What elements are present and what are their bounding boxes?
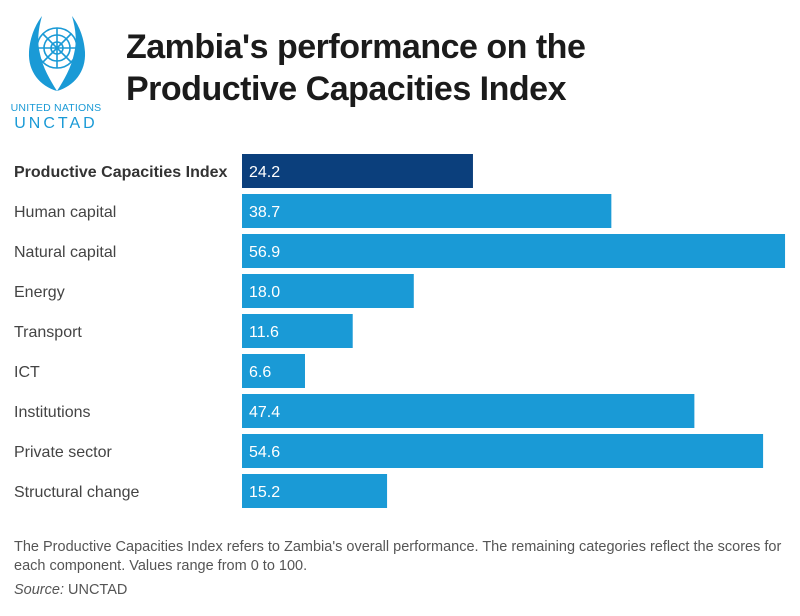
source-label: Source: bbox=[14, 582, 64, 598]
value-label: 38.7 bbox=[249, 204, 280, 221]
source-line: Source: UNCTAD bbox=[14, 582, 127, 598]
value-label: 6.6 bbox=[249, 364, 271, 381]
value-label: 54.6 bbox=[249, 444, 280, 461]
footnote: The Productive Capacities Index refers t… bbox=[14, 539, 782, 574]
category-label: Energy bbox=[14, 284, 65, 301]
value-label: 11.6 bbox=[249, 324, 279, 341]
bar bbox=[242, 394, 695, 428]
category-label: Institutions bbox=[14, 404, 90, 421]
bar bbox=[242, 194, 612, 228]
category-label: ICT bbox=[14, 364, 40, 381]
bar bbox=[242, 434, 764, 468]
category-label: Transport bbox=[14, 324, 82, 341]
chart-title-line2: Productive Capacities Index bbox=[126, 70, 567, 108]
category-label: Human capital bbox=[14, 204, 116, 221]
logo-unctad-text: UNCTAD bbox=[14, 115, 98, 132]
chart-title: Zambia's performance on the Productive C… bbox=[126, 26, 786, 110]
un-emblem-icon bbox=[28, 16, 86, 91]
bar bbox=[242, 274, 414, 308]
bar-chart: Productive Capacities Index 24.2 Human cap… bbox=[14, 154, 786, 508]
logo-united-nations-text: UNITED NATIONS bbox=[10, 102, 102, 114]
value-label: 56.9 bbox=[249, 244, 280, 261]
category-label: Private sector bbox=[14, 444, 112, 461]
category-label: Structural change bbox=[14, 484, 140, 501]
bar bbox=[242, 314, 353, 348]
bar bbox=[242, 234, 786, 268]
category-label: Productive Capacities Index bbox=[14, 164, 228, 181]
value-label: 18.0 bbox=[249, 284, 280, 301]
bar bbox=[242, 154, 473, 188]
source-value: UNCTAD bbox=[68, 582, 128, 598]
unctad-logo: UNITED NATIONS UNCTAD bbox=[10, 8, 102, 133]
value-label: 24.2 bbox=[249, 164, 280, 181]
value-label: 15.2 bbox=[249, 484, 280, 501]
category-label: Natural capital bbox=[14, 244, 116, 261]
bar bbox=[242, 354, 305, 388]
chart-title-line1: Zambia's performance on the bbox=[126, 28, 586, 66]
value-label: 47.4 bbox=[249, 404, 280, 421]
bar bbox=[242, 474, 388, 508]
